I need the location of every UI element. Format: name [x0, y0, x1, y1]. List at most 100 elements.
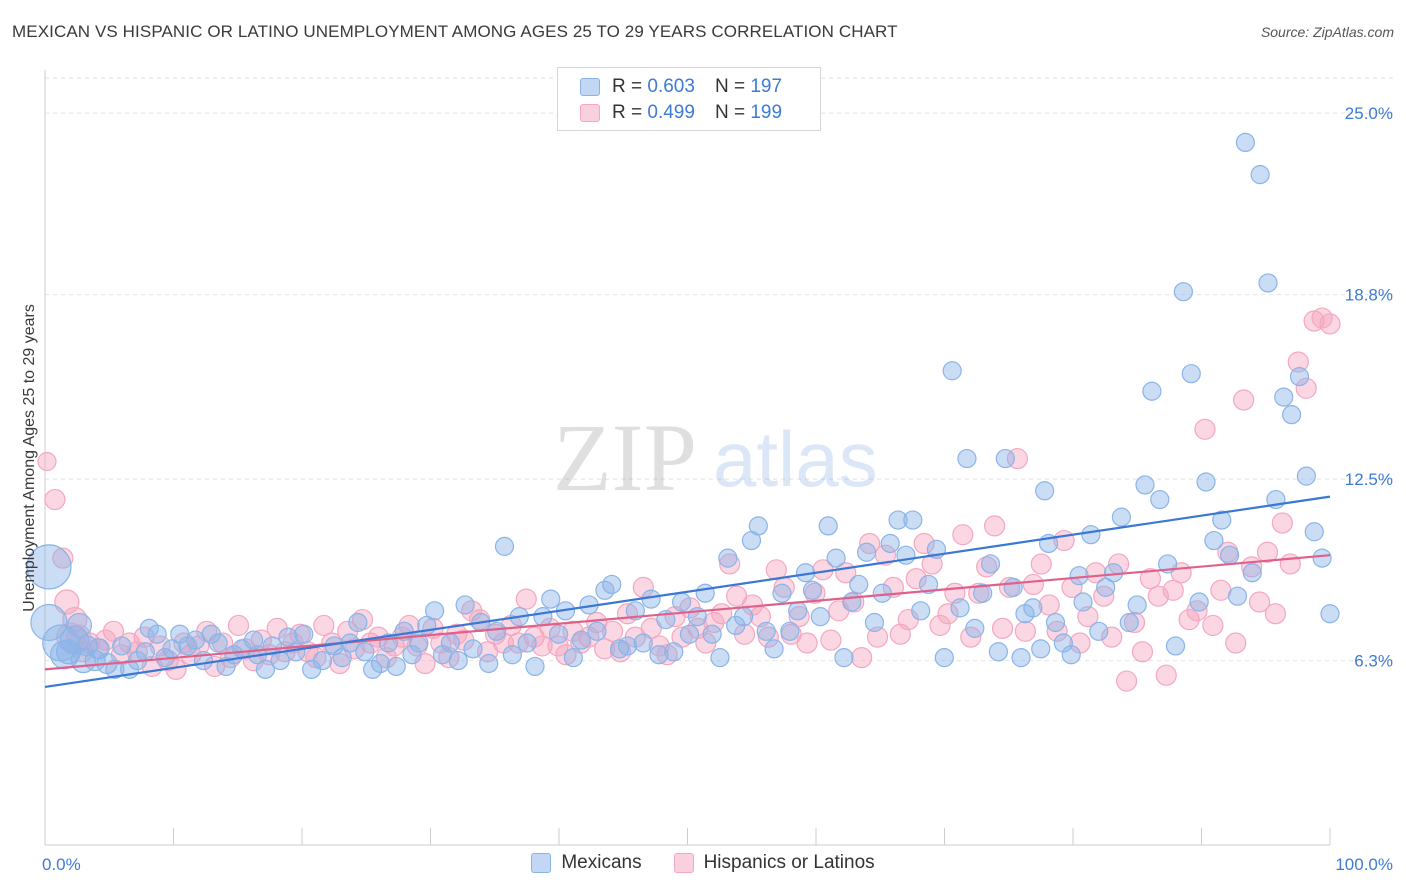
- mexican-point: [1220, 545, 1240, 565]
- hispanic-point: [1178, 608, 1200, 631]
- mexican-point: [1196, 472, 1216, 492]
- hispanic-point: [952, 524, 974, 546]
- mexican-point: [56, 639, 82, 665]
- legend-n-label: N =: [714, 76, 746, 97]
- x-tick-label: 100.0%: [1335, 855, 1393, 874]
- mexican-points: [26, 132, 1340, 679]
- mexican-point: [525, 656, 545, 677]
- hispanic-point: [1210, 579, 1232, 601]
- mexican-point: [370, 653, 391, 674]
- mexican-point: [973, 583, 993, 603]
- mexican-point: [664, 642, 684, 662]
- mexican-point: [1274, 387, 1294, 407]
- mexican-point: [270, 650, 290, 671]
- hispanic-point: [913, 532, 935, 555]
- hispanic-point: [1030, 553, 1052, 575]
- mexican-point: [1173, 282, 1193, 302]
- mexican-point: [842, 592, 862, 612]
- legend-n-value-mexicans: 197: [750, 76, 783, 97]
- hispanic-point: [1014, 620, 1036, 642]
- mexican-point: [1031, 639, 1051, 659]
- hispanic-point: [1155, 664, 1177, 686]
- mexican-point: [112, 636, 132, 656]
- mexican-point: [856, 542, 877, 562]
- mexican-point: [679, 624, 700, 644]
- hispanic-point: [1295, 377, 1317, 399]
- mexican-point: [617, 636, 638, 656]
- hispanic-point: [820, 629, 842, 651]
- mexican-point: [633, 633, 653, 653]
- series-label-hispanics: Hispanics or Latinos: [703, 852, 875, 873]
- watermark-atlas: atlas: [713, 415, 878, 503]
- hispanic-point: [555, 644, 577, 666]
- mexican-point: [332, 648, 352, 668]
- mexican-point: [918, 574, 939, 595]
- mexican-point: [748, 516, 768, 536]
- hispanic-point: [1225, 632, 1247, 654]
- chart-title: MEXICAN VS HISPANIC OR LATINO UNEMPLOYME…: [12, 22, 898, 41]
- legend-swatch-hispanics: [580, 104, 600, 122]
- mexican-point: [541, 589, 561, 609]
- mexican-point: [1227, 586, 1248, 606]
- mexican-point: [1250, 165, 1270, 185]
- hispanic-point: [398, 614, 420, 637]
- hispanic-point: [313, 614, 335, 637]
- hispanic-point: [1101, 626, 1123, 648]
- hispanic-trend-line: [44, 554, 1331, 671]
- mexican-point: [26, 544, 72, 590]
- mexican-point: [1081, 525, 1101, 545]
- hispanic-point: [968, 582, 990, 604]
- mexican-point: [502, 645, 522, 665]
- mexican-point: [950, 598, 970, 618]
- hispanic-point: [1139, 567, 1161, 590]
- hispanic-point: [1077, 606, 1099, 628]
- mexican-point: [1069, 566, 1089, 586]
- mexican-trend-line: [44, 495, 1331, 689]
- watermark-zip: ZIP: [553, 404, 697, 511]
- mexican-point: [409, 633, 429, 653]
- series-legend-hispanics[interactable]: Hispanics or Latinos: [673, 852, 875, 874]
- mexican-point: [1289, 367, 1310, 387]
- mexican-point: [942, 361, 962, 381]
- hispanic-point: [851, 647, 873, 669]
- hispanic-point: [1115, 670, 1138, 692]
- hispanic-point: [1264, 603, 1287, 625]
- mexican-point: [255, 659, 275, 679]
- hispanic-point: [52, 547, 74, 569]
- chart-source: Source: ZipAtlas.com: [1260, 24, 1394, 40]
- hispanic-point: [1085, 562, 1107, 584]
- mexican-point: [147, 624, 167, 644]
- series-swatch-mexicans: [531, 853, 552, 873]
- mexican-point: [702, 624, 722, 644]
- mexican-point: [549, 624, 569, 644]
- series-label-mexicans: Mexicans: [561, 852, 642, 873]
- mexican-point: [695, 583, 715, 603]
- mexican-point: [571, 630, 591, 650]
- hispanic-point: [866, 626, 889, 648]
- hispanic-point: [1248, 591, 1271, 613]
- hispanic-point: [515, 588, 537, 610]
- mexican-point: [1235, 132, 1255, 153]
- mexican-point: [872, 583, 892, 603]
- hispanic-point: [227, 614, 250, 637]
- mexican-point: [1135, 475, 1155, 495]
- mexican-point: [649, 645, 669, 665]
- mexican-point: [1189, 592, 1209, 612]
- mexican-point: [135, 642, 155, 662]
- mexican-point: [1258, 273, 1278, 293]
- hispanic-point: [804, 582, 826, 604]
- mexican-point: [880, 533, 900, 554]
- mexican-point: [1119, 612, 1139, 633]
- hispanic-point: [656, 644, 678, 666]
- mexican-point: [1127, 595, 1147, 615]
- mexican-point: [1045, 612, 1066, 633]
- mexican-point: [957, 448, 977, 469]
- hispanic-point: [1131, 641, 1154, 663]
- series-legend-mexicans[interactable]: Mexicans: [531, 852, 642, 874]
- mexican-point: [1282, 405, 1302, 425]
- mexican-point: [30, 603, 68, 642]
- hispanic-point: [991, 617, 1014, 639]
- mexican-point: [1073, 592, 1093, 612]
- mexican-point: [903, 510, 923, 530]
- mexican-point: [788, 601, 808, 621]
